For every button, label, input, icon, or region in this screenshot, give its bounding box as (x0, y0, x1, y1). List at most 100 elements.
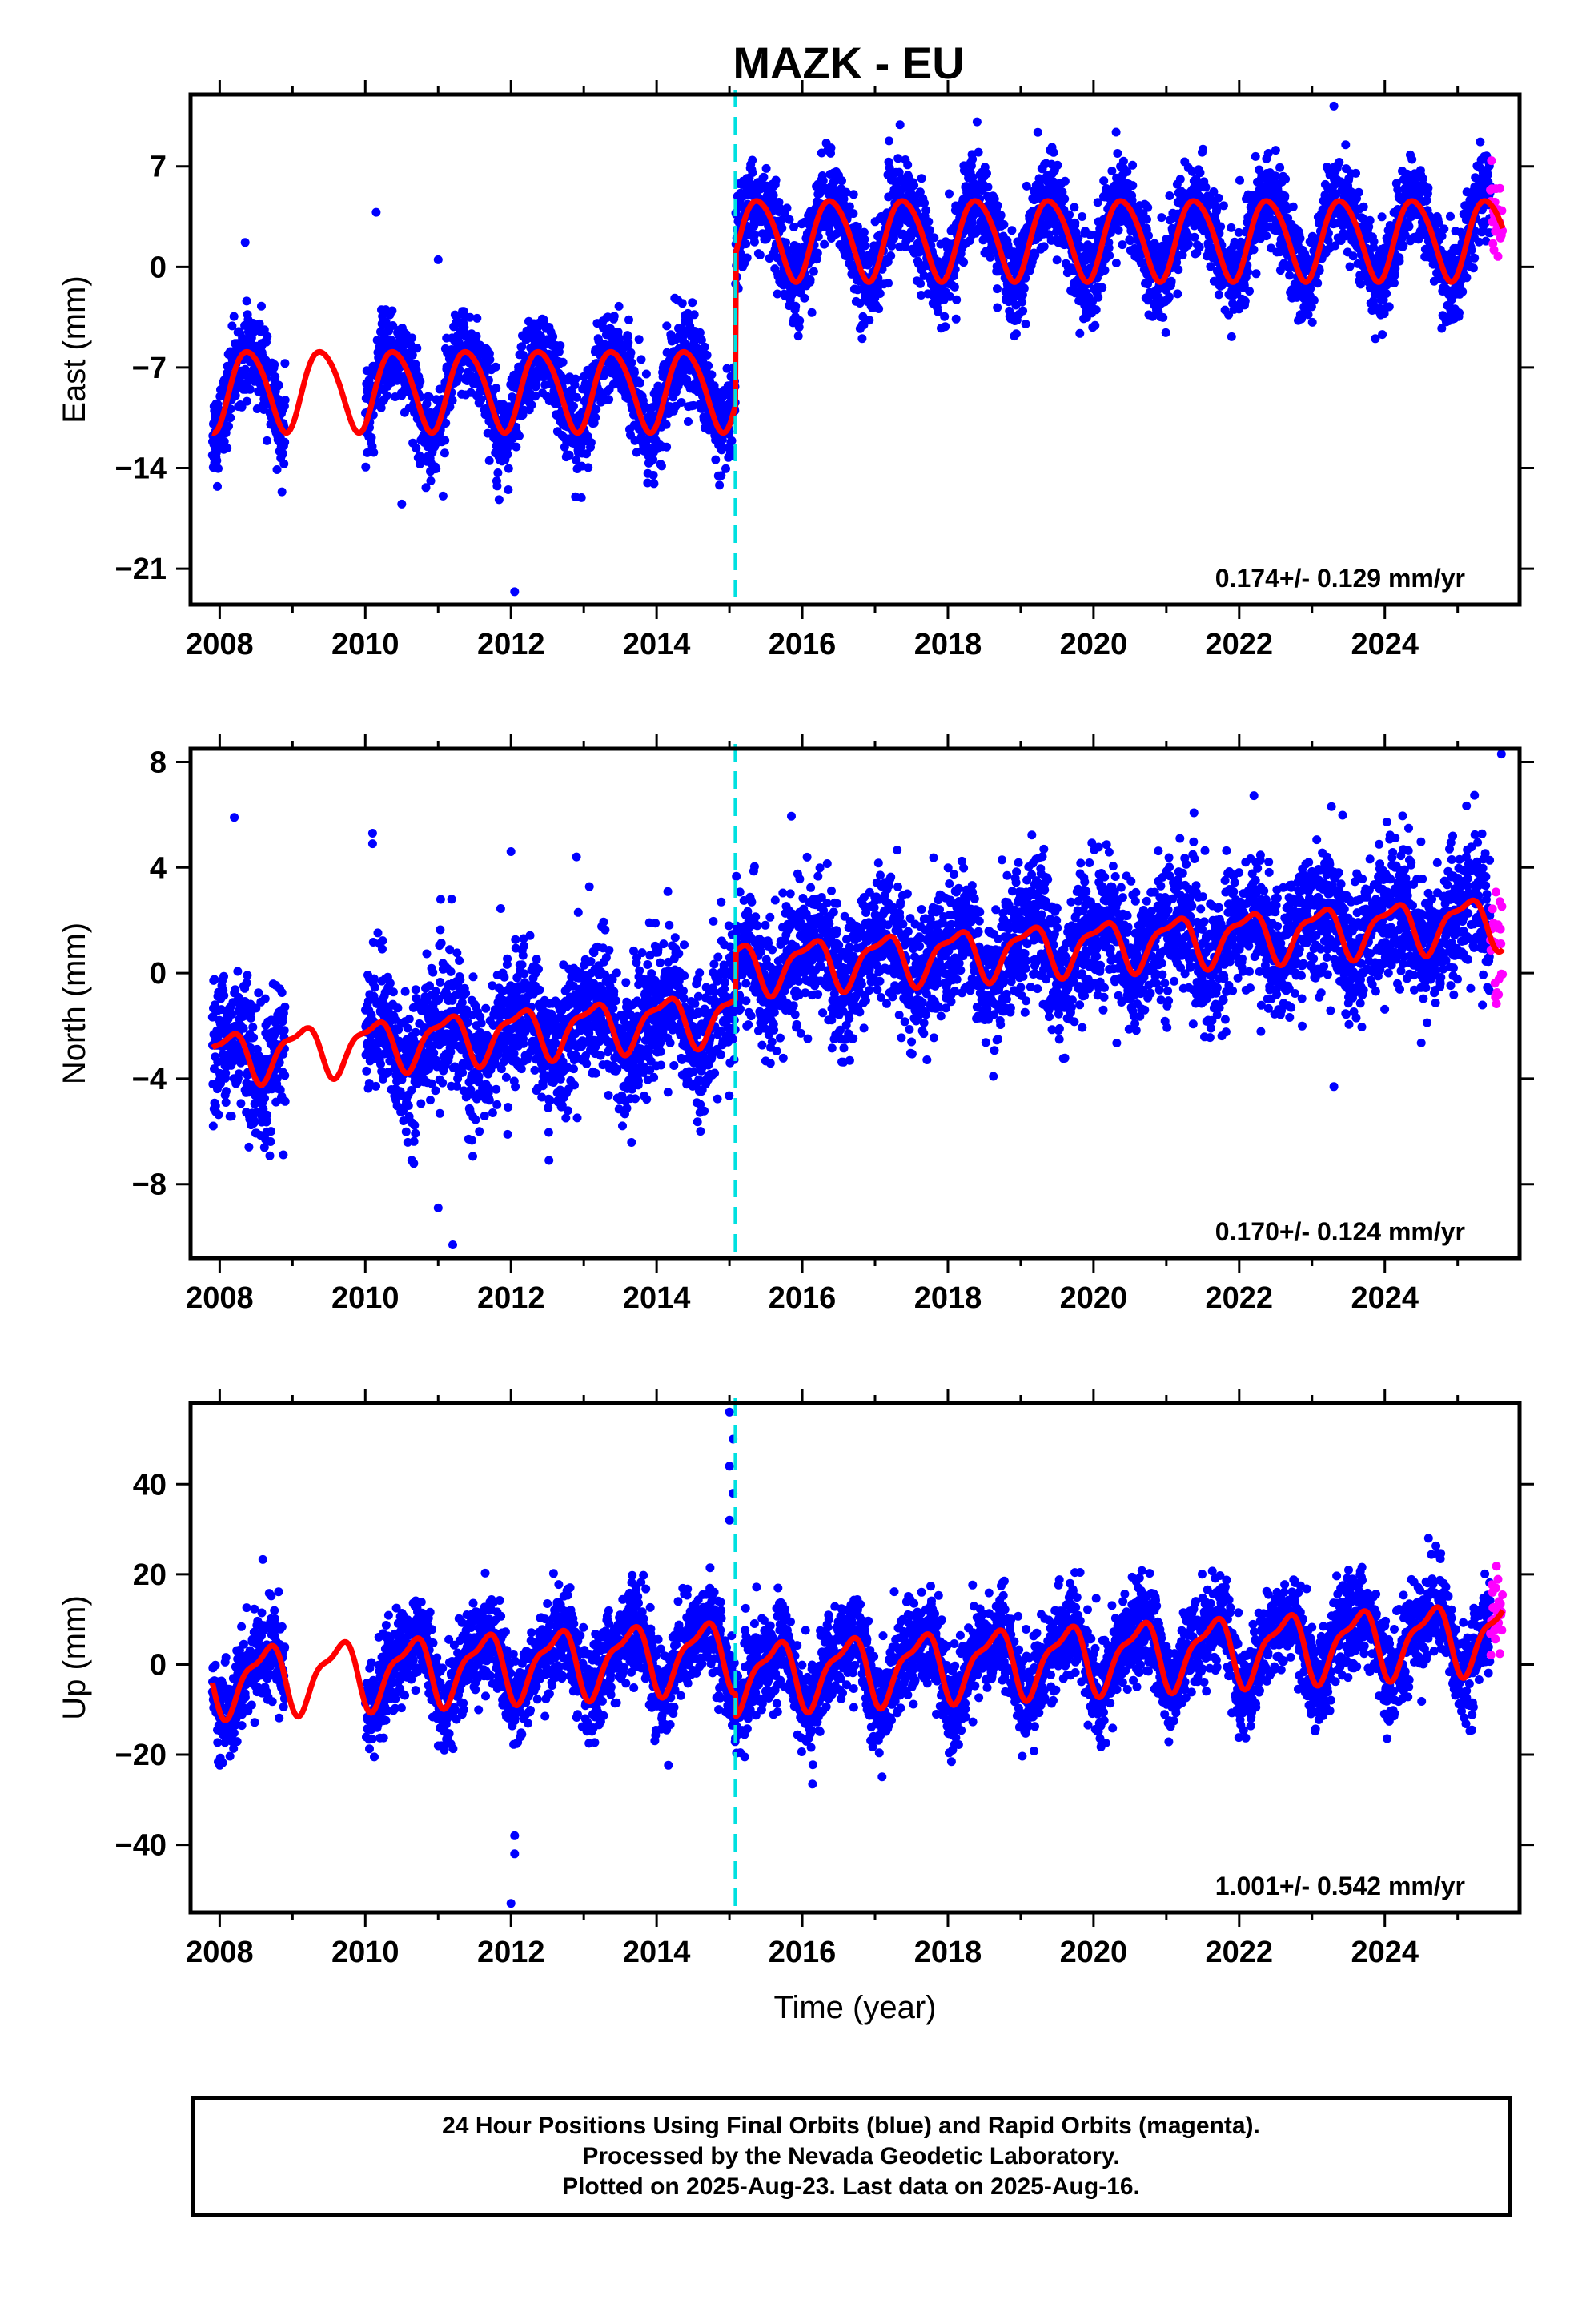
final-orbit-point (1219, 201, 1228, 211)
final-orbit-point (643, 478, 652, 488)
final-orbit-point (1175, 175, 1185, 184)
final-orbit-point (460, 323, 469, 332)
final-orbit-point (656, 461, 666, 471)
final-orbit-point (556, 341, 565, 350)
final-orbit-point (630, 368, 639, 377)
final-orbit-point (777, 223, 787, 233)
final-orbit-point (1114, 225, 1123, 235)
final-orbit-point (648, 455, 658, 464)
final-orbit-point (412, 344, 422, 353)
final-orbit-point (689, 310, 699, 320)
final-orbit-point (1011, 329, 1021, 339)
final-orbit-point (1251, 269, 1261, 279)
final-orbit-point (255, 319, 264, 328)
final-orbit-point (695, 328, 705, 337)
final-orbit-point (1227, 332, 1236, 341)
final-orbit-point (1128, 181, 1138, 191)
final-orbit-point (571, 374, 580, 384)
final-orbit-point (857, 334, 867, 344)
final-orbit-point (999, 220, 1009, 229)
final-orbit-point (484, 456, 494, 465)
final-orbit-point (677, 299, 687, 308)
final-orbit-point (1019, 283, 1029, 293)
final-orbit-point (1111, 259, 1121, 267)
final-orbit-point (1021, 320, 1030, 328)
final-orbit-point (416, 460, 424, 468)
final-orbit-point (382, 391, 391, 400)
final-orbit-point (1070, 203, 1079, 212)
final-orbit-point (1307, 317, 1317, 327)
final-orbit-point (837, 176, 846, 186)
final-orbit-point (221, 428, 231, 438)
final-orbit-point (996, 211, 1006, 220)
final-orbit-point (1091, 305, 1101, 315)
final-orbit-point (412, 444, 421, 453)
final-orbit-point (271, 372, 280, 381)
final-orbit-point (993, 284, 1002, 294)
final-orbit-point (1128, 160, 1138, 170)
final-orbit-point (367, 433, 376, 442)
final-orbit-point (1039, 242, 1049, 251)
final-orbit-point (636, 355, 646, 364)
final-orbit-point (421, 483, 431, 493)
final-orbit-point (661, 420, 671, 429)
final-orbit-point (884, 279, 893, 288)
final-orbit-point (1099, 176, 1109, 186)
final-orbit-point (558, 357, 568, 367)
final-orbit-point (1094, 292, 1103, 302)
final-orbit-point (1354, 187, 1363, 197)
final-orbit-point (875, 289, 885, 298)
final-orbit-point (517, 342, 527, 352)
final-orbit-point (614, 301, 624, 311)
final-orbit-point (245, 384, 255, 394)
final-orbit-point (945, 189, 954, 199)
final-orbit-point (1407, 155, 1417, 164)
final-orbit-point (440, 448, 449, 458)
final-orbit-point (627, 358, 636, 368)
final-orbit-point (941, 322, 950, 332)
final-orbit-point (641, 369, 651, 379)
final-orbit-point (223, 444, 232, 453)
final-orbit-point (485, 355, 495, 364)
final-orbit-point (702, 350, 712, 360)
final-orbit-point (211, 448, 221, 457)
final-orbit-point (422, 399, 432, 408)
final-orbit-point (274, 380, 283, 390)
final-orbit-point (440, 436, 450, 445)
final-orbit-point (684, 417, 693, 426)
final-orbit-point (1078, 212, 1087, 221)
final-orbit-point (1150, 239, 1159, 248)
final-orbit-point (813, 248, 822, 258)
final-orbit-point (1075, 328, 1085, 338)
final-orbit-point (950, 282, 959, 292)
final-orbit-point (609, 312, 619, 321)
final-orbit-point (564, 450, 574, 460)
east-final-orbit-points (207, 101, 1496, 597)
final-orbit-point (1100, 266, 1110, 275)
final-orbit-point (1118, 240, 1127, 250)
final-orbit-point (800, 293, 809, 303)
final-orbit-point (750, 230, 760, 239)
final-orbit-point (885, 136, 893, 146)
final-orbit-point (807, 308, 817, 317)
final-orbit-point (715, 480, 725, 490)
final-orbit-point (1053, 160, 1062, 170)
final-orbit-point (688, 298, 697, 308)
final-orbit-point (1303, 310, 1313, 320)
final-orbit-point (649, 479, 659, 489)
final-orbit-point (229, 312, 239, 321)
final-orbit-point (860, 241, 869, 251)
final-orbit-point (1161, 328, 1170, 337)
final-orbit-point (974, 147, 983, 157)
final-orbit-point (1275, 163, 1285, 172)
final-orbit-point (1195, 168, 1205, 178)
final-orbit-point (504, 464, 513, 473)
final-orbit-point (263, 332, 272, 341)
final-orbit-point (789, 223, 798, 231)
final-orbit-point (755, 251, 765, 259)
final-orbit-point (1157, 213, 1166, 223)
final-orbit-point (1033, 127, 1042, 137)
final-orbit-point (1142, 215, 1151, 224)
final-orbit-point (387, 306, 397, 316)
final-orbit-point (1313, 279, 1323, 288)
